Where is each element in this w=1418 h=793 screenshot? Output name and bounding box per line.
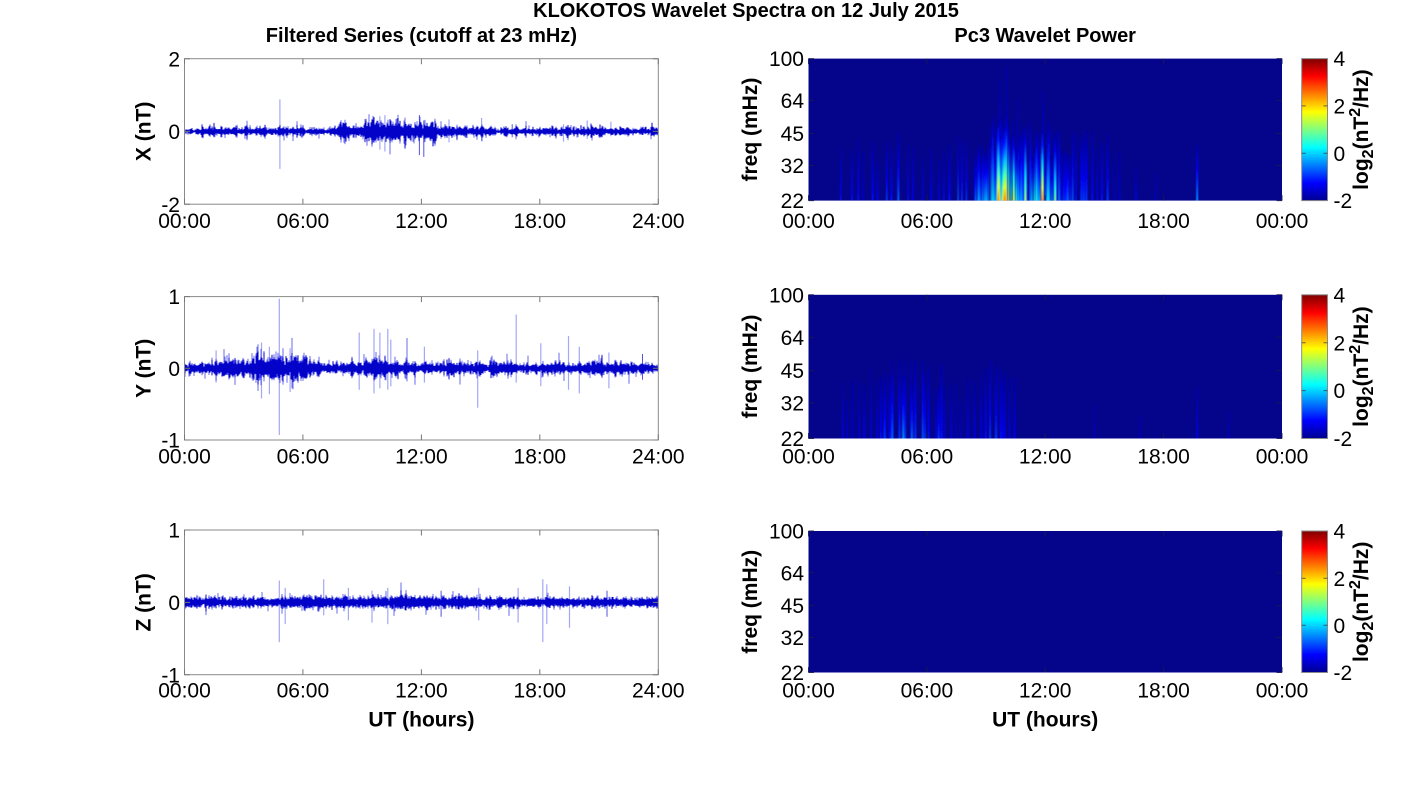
svg-text:00:00: 00:00 <box>1256 210 1309 233</box>
svg-text:00:00: 00:00 <box>158 680 211 703</box>
svg-text:12:00: 12:00 <box>1019 680 1072 703</box>
svg-text:06:00: 06:00 <box>277 446 330 469</box>
svg-text:64: 64 <box>781 327 805 350</box>
svg-text:UT (hours): UT (hours) <box>368 709 474 732</box>
svg-text:00:00: 00:00 <box>1256 680 1309 703</box>
svg-text:4: 4 <box>1334 48 1346 71</box>
svg-text:22: 22 <box>781 662 804 685</box>
svg-text:32: 32 <box>781 155 804 178</box>
svg-text:18:00: 18:00 <box>1137 210 1190 233</box>
svg-text:45: 45 <box>781 360 804 383</box>
svg-text:0: 0 <box>168 358 180 381</box>
svg-text:-1: -1 <box>161 430 180 453</box>
svg-text:22: 22 <box>781 190 804 213</box>
svg-text:18:00: 18:00 <box>1137 446 1190 469</box>
svg-text:-2: -2 <box>1334 190 1353 213</box>
svg-text:-1: -1 <box>161 664 180 687</box>
svg-text:1: 1 <box>168 286 180 309</box>
svg-text:log2(nT2/Hz): log2(nT2/Hz) <box>1347 306 1377 426</box>
svg-text:2: 2 <box>1334 96 1346 119</box>
svg-text:00:00: 00:00 <box>158 210 211 233</box>
svg-text:4: 4 <box>1334 521 1346 544</box>
svg-text:log2(nT2/Hz): log2(nT2/Hz) <box>1347 69 1377 189</box>
svg-text:freq (mHz): freq (mHz) <box>739 315 762 419</box>
svg-text:0: 0 <box>1334 615 1346 638</box>
svg-text:06:00: 06:00 <box>277 680 330 703</box>
svg-text:18:00: 18:00 <box>1137 680 1190 703</box>
svg-text:00:00: 00:00 <box>1256 446 1309 469</box>
svg-text:KLOKOTOS Wavelet Spectra on 12: KLOKOTOS Wavelet Spectra on 12 July 2015 <box>533 0 959 22</box>
svg-text:00:00: 00:00 <box>782 446 835 469</box>
svg-text:2: 2 <box>1334 568 1346 591</box>
svg-text:UT (hours): UT (hours) <box>992 709 1098 732</box>
svg-text:24:00: 24:00 <box>632 446 685 469</box>
svg-text:00:00: 00:00 <box>782 210 835 233</box>
svg-text:Y (nT): Y (nT) <box>133 339 156 398</box>
svg-text:00:00: 00:00 <box>782 680 835 703</box>
svg-text:64: 64 <box>781 90 805 113</box>
svg-text:06:00: 06:00 <box>901 210 954 233</box>
svg-text:freq (mHz): freq (mHz) <box>739 550 762 654</box>
svg-text:0: 0 <box>168 592 180 615</box>
svg-text:Pc3 Wavelet Power: Pc3 Wavelet Power <box>954 25 1136 47</box>
svg-text:45: 45 <box>781 595 804 618</box>
svg-text:12:00: 12:00 <box>395 680 448 703</box>
svg-text:2: 2 <box>168 48 180 71</box>
svg-text:24:00: 24:00 <box>632 680 685 703</box>
svg-text:06:00: 06:00 <box>901 680 954 703</box>
svg-text:18:00: 18:00 <box>514 210 567 233</box>
svg-text:45: 45 <box>781 123 804 146</box>
svg-text:12:00: 12:00 <box>1019 446 1072 469</box>
svg-text:2: 2 <box>1334 332 1346 355</box>
svg-text:Filtered Series (cutoff at 23: Filtered Series (cutoff at 23 mHz) <box>266 25 577 47</box>
svg-text:1: 1 <box>168 520 180 543</box>
svg-text:32: 32 <box>781 627 804 650</box>
svg-text:freq (mHz): freq (mHz) <box>739 78 762 182</box>
svg-text:0: 0 <box>1334 143 1346 166</box>
svg-text:100: 100 <box>769 521 804 544</box>
svg-text:22: 22 <box>781 428 804 451</box>
svg-text:00:00: 00:00 <box>158 446 211 469</box>
svg-text:0: 0 <box>168 121 180 144</box>
svg-text:-2: -2 <box>1334 428 1353 451</box>
svg-text:06:00: 06:00 <box>901 446 954 469</box>
svg-text:12:00: 12:00 <box>395 210 448 233</box>
svg-text:-2: -2 <box>1334 662 1353 685</box>
svg-text:log2(nT2/Hz): log2(nT2/Hz) <box>1347 542 1377 662</box>
svg-text:4: 4 <box>1334 284 1346 307</box>
svg-text:X (nT): X (nT) <box>133 102 156 161</box>
svg-text:18:00: 18:00 <box>514 446 567 469</box>
svg-text:64: 64 <box>781 562 805 585</box>
svg-text:12:00: 12:00 <box>1019 210 1072 233</box>
svg-text:-2: -2 <box>161 194 180 217</box>
svg-text:06:00: 06:00 <box>277 210 330 233</box>
svg-text:0: 0 <box>1334 380 1346 403</box>
svg-text:100: 100 <box>769 284 804 307</box>
svg-text:32: 32 <box>781 393 804 416</box>
svg-text:Z (nT): Z (nT) <box>133 573 156 631</box>
svg-text:12:00: 12:00 <box>395 446 448 469</box>
svg-text:100: 100 <box>769 48 804 71</box>
svg-text:24:00: 24:00 <box>632 210 685 233</box>
svg-text:18:00: 18:00 <box>514 680 567 703</box>
